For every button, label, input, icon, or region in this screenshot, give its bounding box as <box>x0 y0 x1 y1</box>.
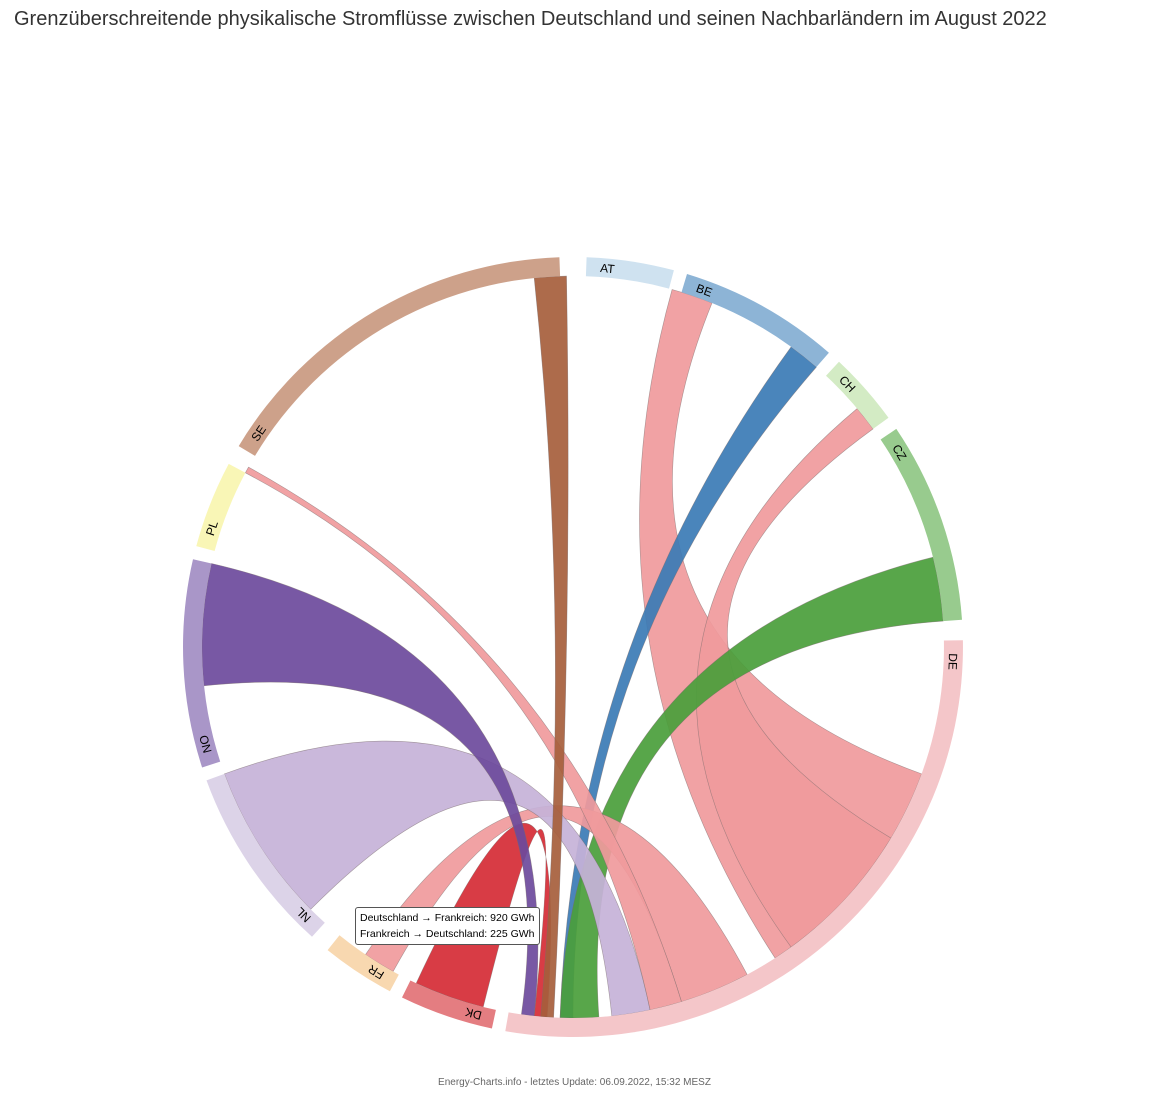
chart-title: Grenzüberschreitende physikalische Strom… <box>14 8 1047 30</box>
tooltip-line-fr-de: Frankreich → Deutschland: 225 GWh <box>360 928 535 940</box>
ribbon-no-de[interactable] <box>201 563 539 1017</box>
group-arc-nl[interactable] <box>206 773 325 937</box>
ribbon-se-de[interactable] <box>533 275 569 1018</box>
group-arc-fr[interactable] <box>327 935 399 992</box>
group-arc-no[interactable] <box>183 559 221 768</box>
group-arc-at[interactable] <box>585 257 674 289</box>
ribbon-cz-de[interactable] <box>559 556 944 1019</box>
group-label-be: BE <box>694 281 714 300</box>
group-label-at: AT <box>600 261 616 276</box>
group-label-dk: DK <box>464 1005 484 1023</box>
footer-source: Energy-Charts.info - letztes Update: 06.… <box>438 1077 711 1088</box>
group-arc-be[interactable] <box>681 274 829 367</box>
group-label-no: NO <box>197 734 215 755</box>
tooltip-line-de-fr: Deutschland → Frankreich: 920 GWh <box>360 912 535 924</box>
chart-tooltip: Deutschland → Frankreich: 920 GWh Frankr… <box>355 907 540 945</box>
ribbons-layer <box>201 275 944 1019</box>
group-arcs-layer <box>183 257 963 1038</box>
group-label-de: DE <box>945 653 960 670</box>
group-arc-pl[interactable] <box>196 463 246 551</box>
group-label-pl: PL <box>203 519 221 538</box>
group-arc-cz[interactable] <box>880 428 962 622</box>
group-arc-ch[interactable] <box>826 361 889 429</box>
group-arc-se[interactable] <box>238 257 561 456</box>
group-arc-dk[interactable] <box>402 980 496 1029</box>
